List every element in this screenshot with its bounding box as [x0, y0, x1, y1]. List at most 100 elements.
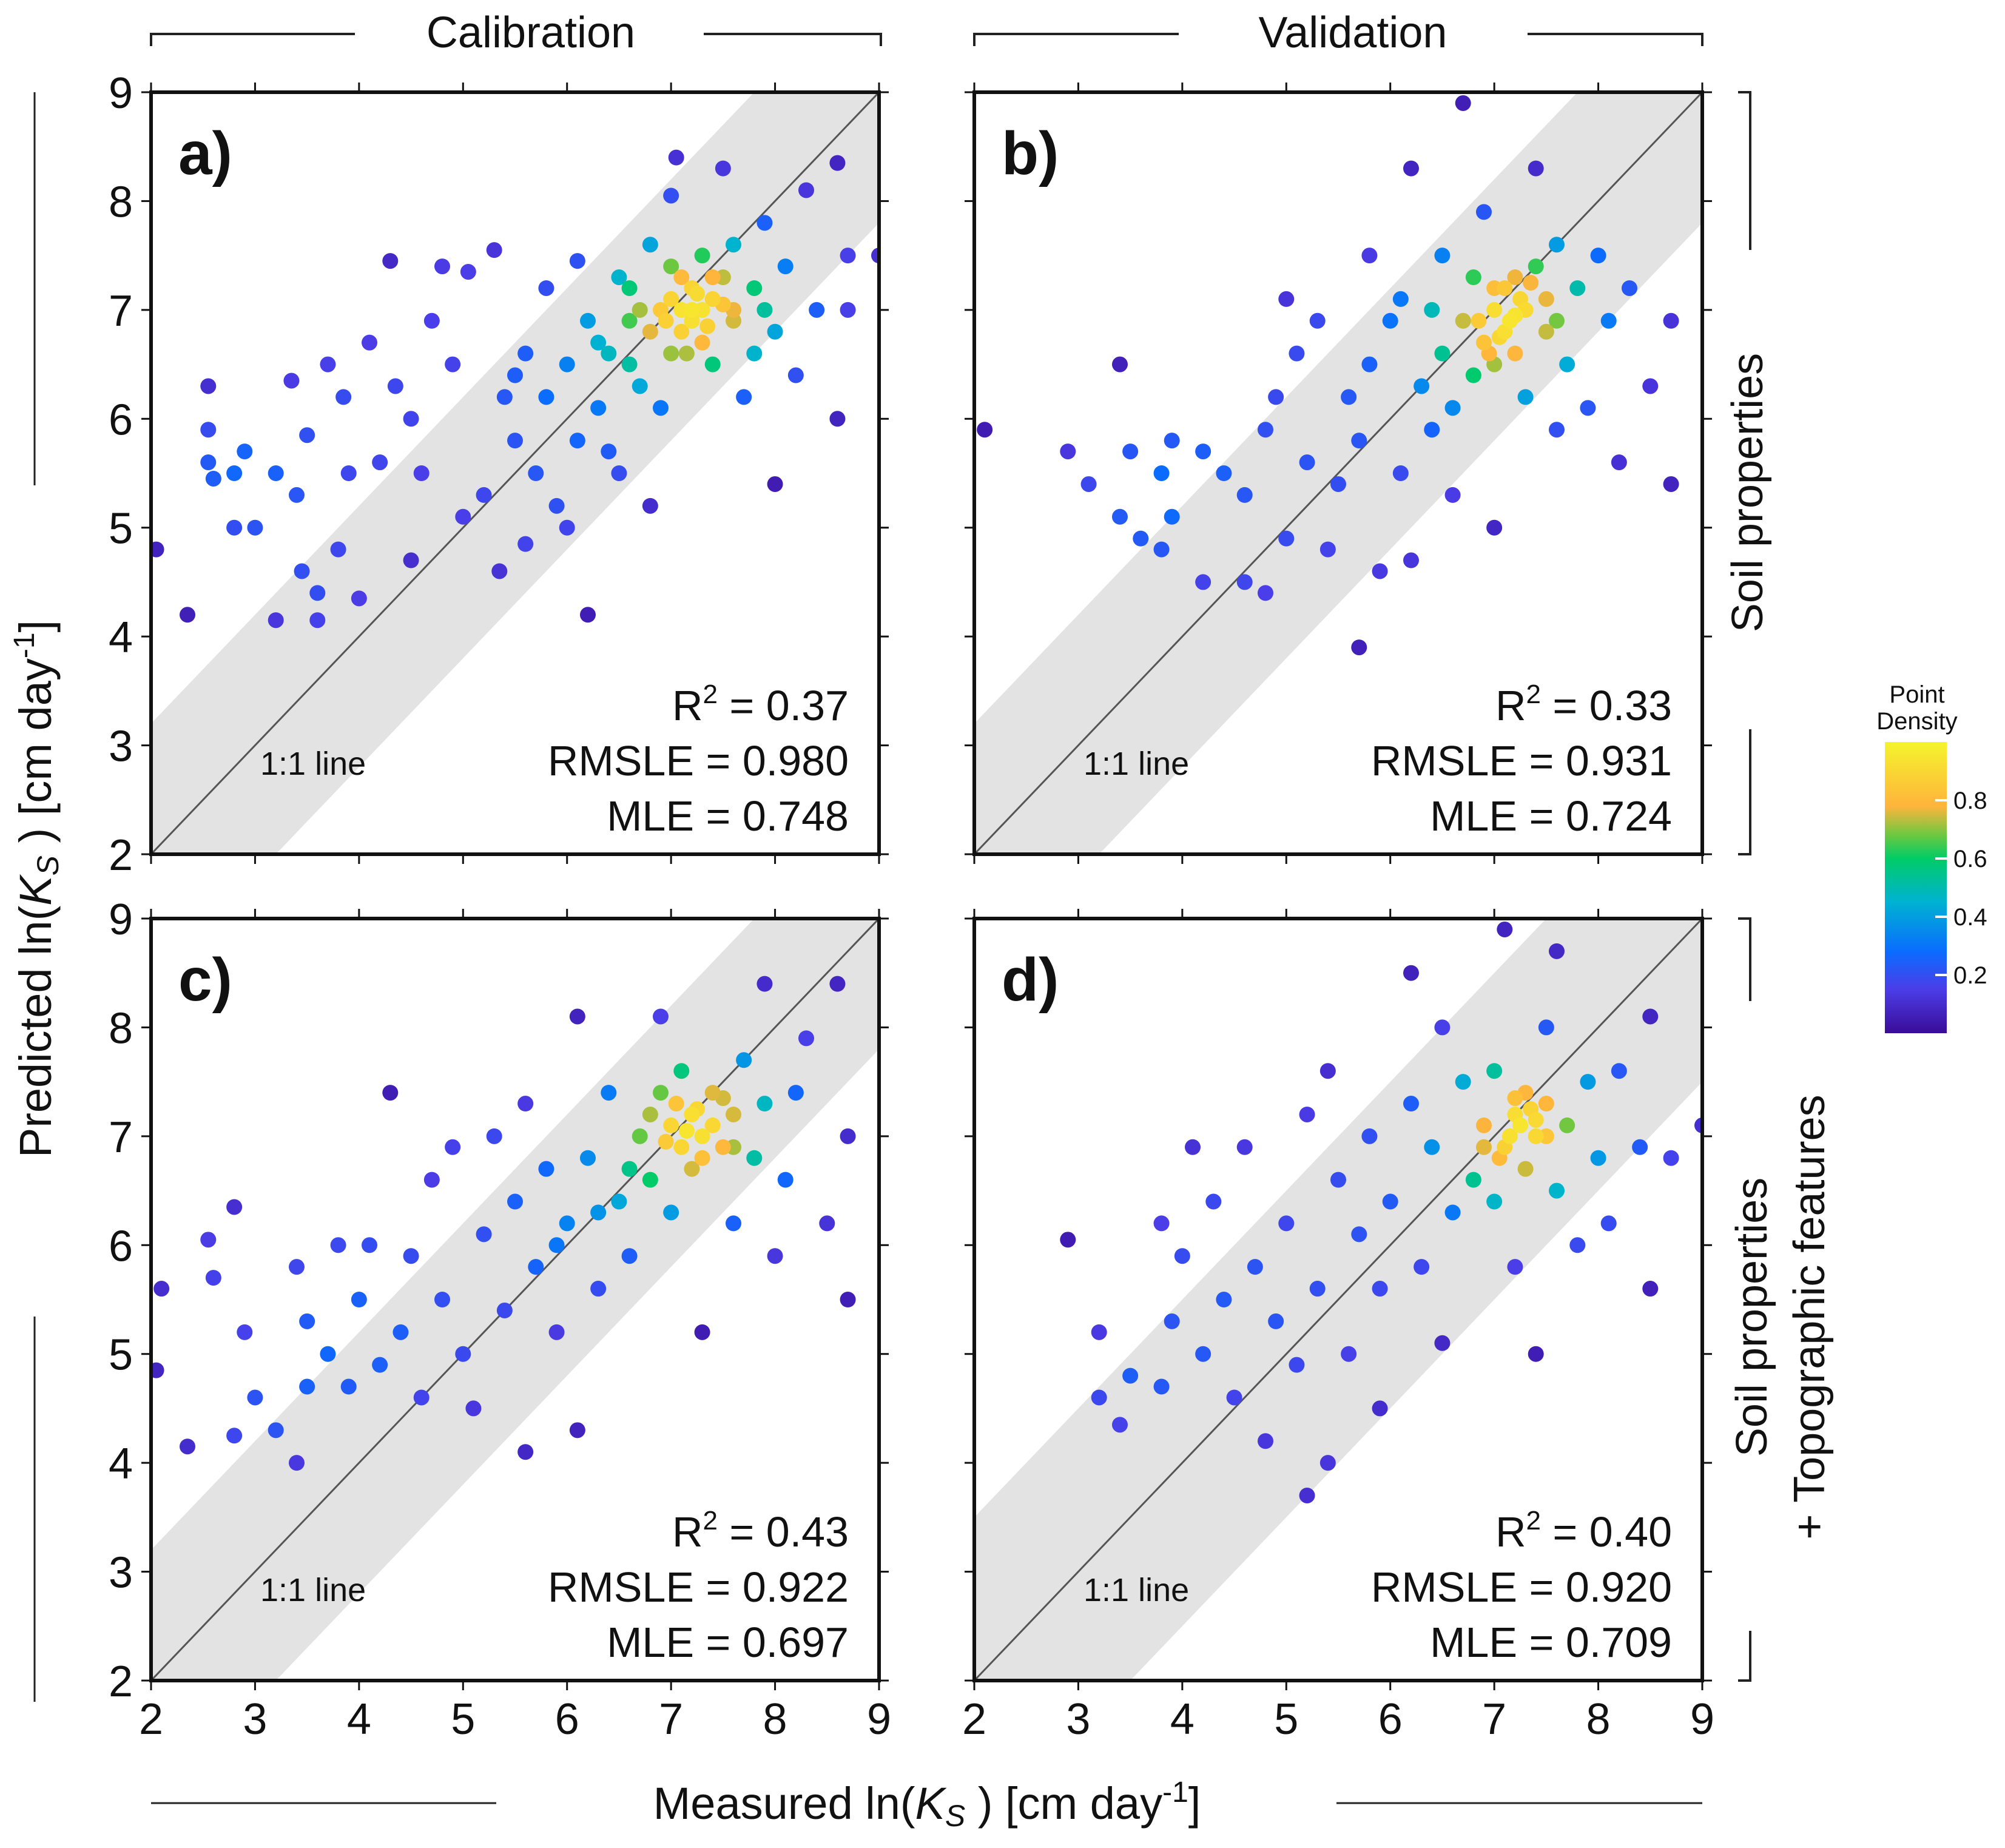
data-point [445, 1139, 461, 1155]
panel-label: a) [178, 120, 232, 187]
data-point [226, 465, 243, 481]
data-point [1549, 312, 1565, 329]
data-point [476, 487, 492, 503]
data-point [798, 1030, 814, 1047]
data-point [205, 1270, 221, 1286]
data-point [632, 302, 648, 318]
data-point [1091, 1389, 1107, 1406]
data-point [787, 367, 804, 383]
data-point [517, 1096, 534, 1112]
r2-label: R [1495, 1508, 1526, 1556]
data-point [1299, 1487, 1315, 1503]
data-point [829, 411, 846, 427]
x-tick-label: 3 [243, 1695, 267, 1744]
data-point [1523, 275, 1539, 291]
data-point [658, 312, 674, 329]
data-point [559, 1215, 575, 1232]
panel-label: b) [1002, 120, 1059, 187]
data-point [590, 334, 607, 351]
data-point [1611, 454, 1627, 471]
one-to-one-line [151, 919, 879, 1681]
plot-area [151, 919, 879, 1681]
data-point [569, 1422, 585, 1438]
data-point [611, 1193, 627, 1210]
data-point [517, 345, 534, 362]
data-point [496, 1302, 513, 1318]
data-point [601, 345, 617, 362]
data-point [840, 248, 856, 264]
data-point [704, 1085, 721, 1101]
data-point [1642, 1281, 1659, 1297]
data-point [736, 389, 752, 405]
r2-exponent: 2 [703, 1506, 718, 1536]
data-point [1112, 356, 1128, 373]
data-point [1663, 312, 1679, 329]
row-bracket-top [1738, 91, 1751, 855]
data-point [423, 1172, 440, 1188]
data-point [1528, 258, 1544, 275]
data-point [1465, 367, 1481, 383]
data-point [226, 519, 243, 536]
data-point [1538, 291, 1554, 307]
stat-rmsle: RMSLE = 0.920 [1371, 1563, 1672, 1611]
data-point [1424, 1139, 1440, 1155]
data-point [829, 155, 846, 171]
y-tick-label: 4 [109, 1440, 133, 1488]
data-point [601, 443, 617, 460]
y-tick-label: 3 [109, 1549, 133, 1597]
data-point [1289, 345, 1305, 362]
data-point [247, 1389, 263, 1406]
data-point [1569, 1237, 1586, 1253]
colorbar-tick-label: 0.8 [1953, 787, 1987, 814]
r2-exponent: 2 [1526, 680, 1541, 709]
colorbar-ticks: 0.2 0.4 0.6 0.8 [1935, 787, 1987, 989]
data-point [403, 411, 419, 427]
stat-rmsle: RMSLE = 0.980 [548, 737, 849, 784]
data-point [767, 476, 783, 492]
data-point [1195, 443, 1211, 460]
data-point [1455, 312, 1471, 329]
stat-mle: MLE = 0.697 [607, 1619, 849, 1666]
data-point [548, 1324, 565, 1340]
data-point [496, 389, 513, 405]
data-point [777, 258, 794, 275]
data-point [200, 422, 217, 438]
one-to-one-annotation: 1:1 line [260, 1572, 366, 1608]
data-point [1372, 1281, 1388, 1297]
data-point [1642, 1008, 1659, 1025]
data-point [746, 280, 763, 296]
data-point [1258, 422, 1273, 438]
data-point [180, 607, 195, 623]
data-point [1351, 639, 1367, 656]
data-point [1444, 400, 1461, 416]
data-point [1444, 487, 1461, 503]
data-point [1424, 302, 1440, 318]
data-point [205, 470, 221, 487]
data-point [486, 1128, 502, 1144]
data-point [1517, 1161, 1534, 1177]
panel-frame [972, 917, 1704, 1682]
y-tick-label: 5 [109, 1331, 133, 1380]
x-tick-label: 6 [555, 1695, 579, 1744]
data-point [653, 400, 669, 416]
data-point [621, 1161, 638, 1177]
data-point [1361, 1128, 1378, 1144]
x-tick-label: 5 [1274, 1695, 1298, 1744]
data-point [798, 182, 814, 198]
stat-mle: MLE = 0.748 [607, 792, 849, 840]
data-point [767, 323, 783, 340]
data-point [663, 1204, 679, 1221]
data-point [1517, 389, 1534, 405]
data-point [309, 612, 326, 629]
data-point [1122, 1367, 1139, 1384]
data-point [704, 356, 721, 373]
data-point [1663, 1150, 1679, 1166]
data-point [1330, 476, 1346, 492]
data-point [601, 1085, 617, 1101]
data-point [977, 422, 993, 438]
data-point [642, 237, 658, 253]
x-tick-label: 2 [139, 1695, 163, 1744]
data-point [382, 1085, 399, 1101]
y-tick-label: 3 [109, 723, 133, 771]
